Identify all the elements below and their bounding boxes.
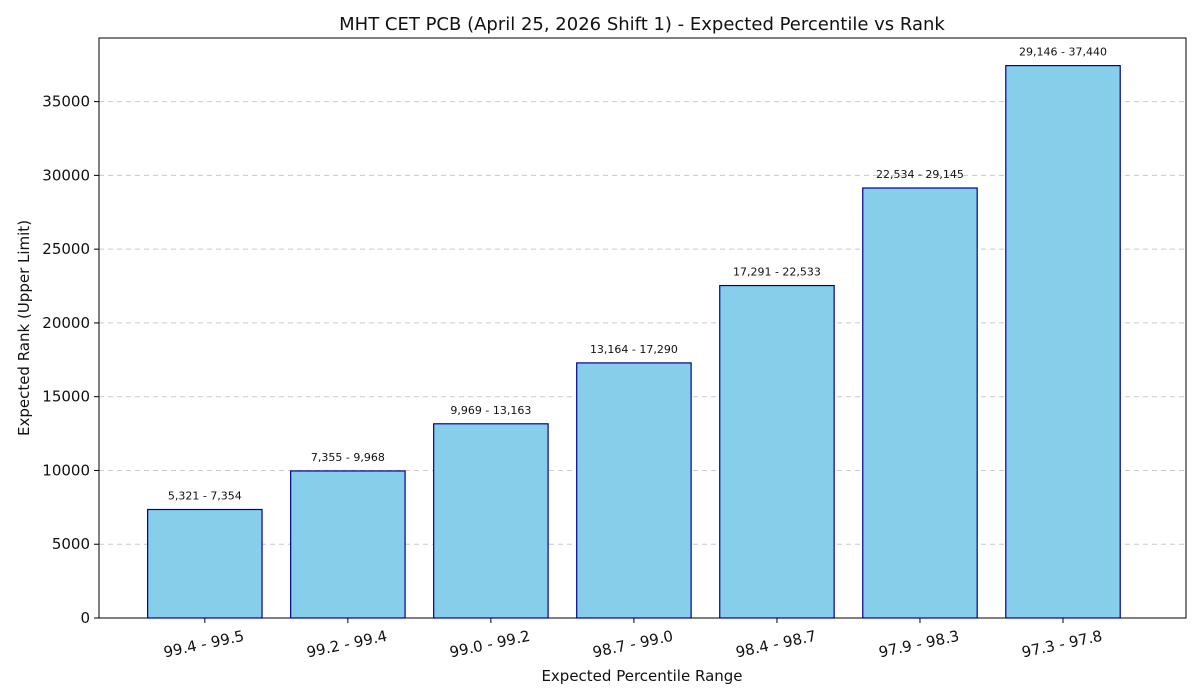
x-tick-label-3: 98.7 - 99.0 xyxy=(591,627,675,662)
bar-1 xyxy=(290,470,406,619)
bar-4 xyxy=(719,284,835,619)
x-tick-label-6: 97.3 - 97.8 xyxy=(1020,627,1104,662)
bar-5 xyxy=(862,187,978,619)
bar-0 xyxy=(147,508,263,619)
x-axis-label: Expected Percentile Range xyxy=(541,667,742,685)
x-tick-label-0: 99.4 - 99.5 xyxy=(162,627,246,662)
y-tick-label-2: 10000 xyxy=(42,461,90,479)
bar-label-6: 29,146 - 37,440 xyxy=(1019,46,1107,59)
y-tick-label-3: 15000 xyxy=(42,388,90,406)
y-tick-label-1: 5000 xyxy=(52,535,90,553)
x-tick-label-1: 99.2 - 99.4 xyxy=(305,627,389,662)
y-tick-label-0: 0 xyxy=(80,609,90,627)
bar-label-0: 5,321 - 7,354 xyxy=(168,490,242,503)
bar-6 xyxy=(1005,65,1121,619)
x-tick-label-5: 97.9 - 98.3 xyxy=(877,627,961,662)
x-tick-label-2: 99.0 - 99.2 xyxy=(448,627,532,662)
bar-label-2: 9,969 - 13,163 xyxy=(450,404,531,417)
y-tick-label-4: 20000 xyxy=(42,314,90,332)
bar-2 xyxy=(433,423,549,619)
bars: 5,321 - 7,354 7,355 - 9,968 9,969 - 13,163… xyxy=(147,46,1121,619)
x-tick-label-4: 98.4 - 98.7 xyxy=(734,627,818,662)
bar-label-4: 17,291 - 22,533 xyxy=(733,266,821,279)
y-tick-label-7: 35000 xyxy=(42,93,90,111)
y-tick-label-6: 30000 xyxy=(42,166,90,184)
y-axis-label: Expected Rank (Upper Limit) xyxy=(15,220,33,436)
bar-label-1: 7,355 - 9,968 xyxy=(311,451,385,464)
bar-label-3: 13,164 - 17,290 xyxy=(590,343,678,356)
y-tick-label-5: 25000 xyxy=(42,240,90,258)
bar-3 xyxy=(576,362,692,619)
chart-title: MHT CET PCB (April 25, 2026 Shift 1) - E… xyxy=(339,14,945,35)
bar-label-5: 22,534 - 29,145 xyxy=(876,168,964,181)
